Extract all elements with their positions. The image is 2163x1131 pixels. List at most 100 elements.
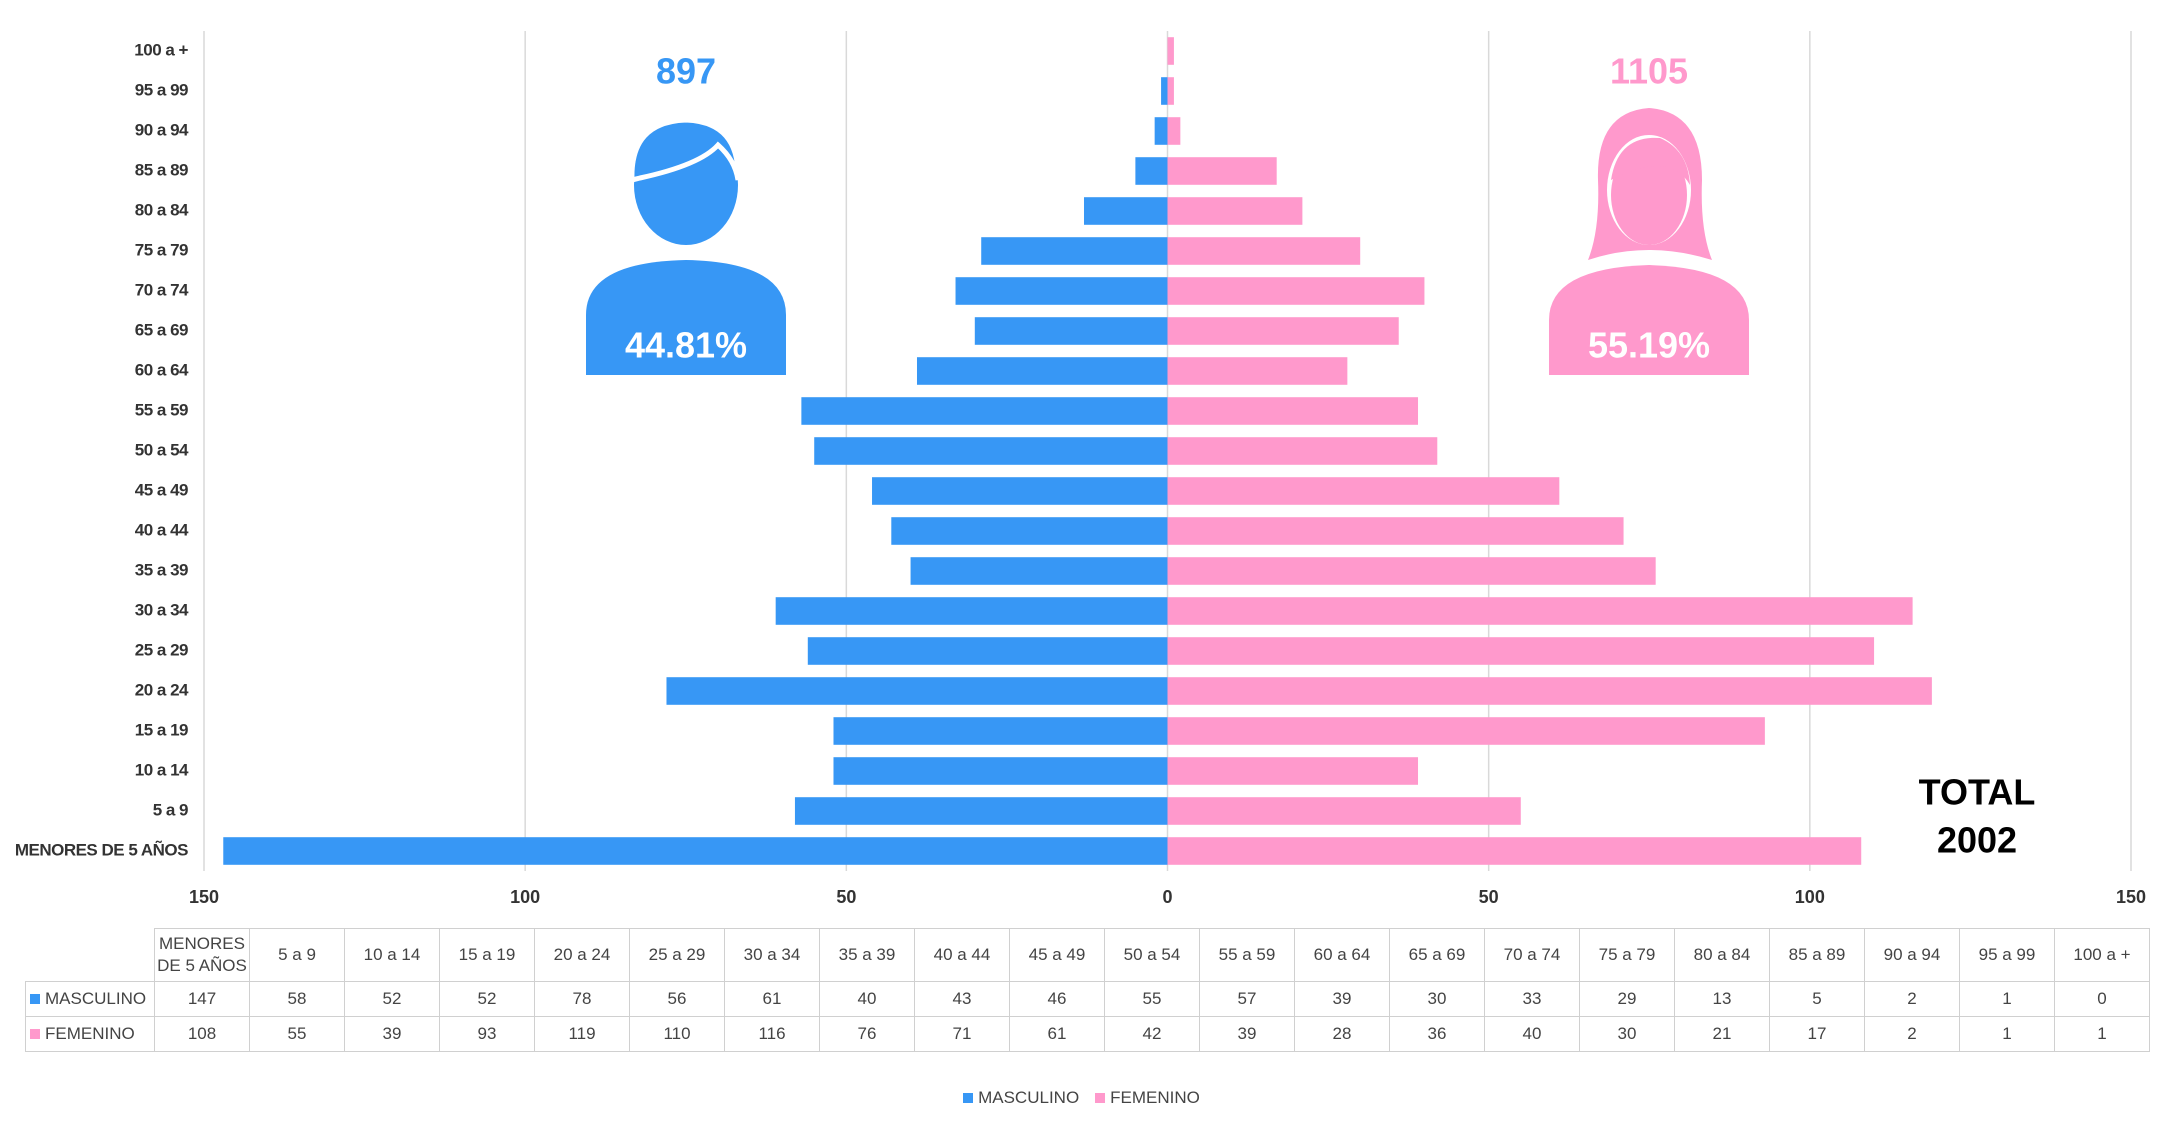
table-cell: 1 <box>1959 981 2055 1017</box>
table-header-cell: 55 a 59 <box>1199 928 1295 982</box>
table-cell: 52 <box>344 981 440 1017</box>
bar <box>1167 37 1174 65</box>
bar <box>872 477 1168 505</box>
legend-item: FEMENINO <box>1095 1088 1200 1107</box>
table-cell: 13 <box>1674 981 1770 1017</box>
y-tick-label: 75 a 79 <box>135 240 188 259</box>
bar <box>916 357 1168 385</box>
table-cell: 71 <box>914 1016 1010 1052</box>
table-row-label: MASCULINO <box>25 981 155 1017</box>
table-cell: 0 <box>2054 981 2150 1017</box>
legend-label: MASCULINO <box>978 1088 1080 1107</box>
table-header-cell: 60 a 64 <box>1294 928 1390 982</box>
y-tick-label: 15 a 19 <box>135 720 188 739</box>
y-tick-label: 65 a 69 <box>135 320 188 339</box>
x-tick-label: 150 <box>2116 887 2146 907</box>
male-percent: 44.81% <box>625 325 747 366</box>
bar <box>1083 197 1168 225</box>
y-tick-label: 30 a 34 <box>135 600 189 619</box>
bar <box>1167 197 1303 225</box>
table-header-cell: 5 a 9 <box>249 928 345 982</box>
female-percent: 55.19% <box>1588 325 1710 366</box>
y-tick-label: 40 a 44 <box>135 520 189 539</box>
y-tick-label: 100 a + <box>134 40 188 59</box>
bar <box>833 717 1168 745</box>
table-cell: 52 <box>439 981 535 1017</box>
bar <box>833 757 1168 785</box>
bar <box>1167 317 1399 345</box>
table-cell: 93 <box>439 1016 535 1052</box>
bar <box>1167 597 1913 625</box>
y-tick-label: 50 a 54 <box>135 440 189 459</box>
table-header-cell: 80 a 84 <box>1674 928 1770 982</box>
bar <box>910 557 1168 585</box>
male-total: 897 <box>656 51 716 92</box>
table-header-cell: 35 a 39 <box>819 928 915 982</box>
bar <box>1167 637 1875 665</box>
bar <box>1154 117 1168 145</box>
table-cell: 2 <box>1864 1016 1960 1052</box>
x-tick-label: 50 <box>836 887 856 907</box>
table-header-cell: 50 a 54 <box>1104 928 1200 982</box>
table-cell: 42 <box>1104 1016 1200 1052</box>
bar <box>775 597 1168 625</box>
bar <box>1167 437 1438 465</box>
y-tick-label: 45 a 49 <box>135 480 188 499</box>
table-cell: 56 <box>629 981 725 1017</box>
table-cell: 5 <box>1769 981 1865 1017</box>
table-header-cell: 15 a 19 <box>439 928 535 982</box>
bar <box>1167 757 1419 785</box>
female-icon <box>1549 108 1749 375</box>
table-header-cell: 45 a 49 <box>1009 928 1105 982</box>
bar <box>1167 237 1361 265</box>
x-tick-label: 0 <box>1162 887 1172 907</box>
legend: MASCULINO FEMENINO <box>0 1088 2163 1108</box>
female-total: 1105 <box>1610 51 1688 92</box>
chart: 897 44.81% 1105 55.19% TOTAL 2002 150 100… <box>15 31 2146 907</box>
table-cell: 147 <box>154 981 250 1017</box>
male-icon <box>586 117 786 375</box>
legend-swatch <box>1095 1093 1106 1103</box>
table-cell: 61 <box>1009 1016 1105 1052</box>
bar <box>1167 717 1765 745</box>
y-tick-label: 5 a 9 <box>153 800 188 819</box>
table-row-label: FEMENINO <box>25 1016 155 1052</box>
table-cell: 39 <box>1294 981 1390 1017</box>
y-tick-label: 70 a 74 <box>135 280 189 299</box>
bar <box>1161 77 1168 105</box>
table-cell: 108 <box>154 1016 250 1052</box>
legend-label: FEMENINO <box>1110 1088 1200 1107</box>
table-row: MASCULINO 147 58 52 52 78 56 61 40 43 46 55 57 39 30 33… <box>25 981 2150 1017</box>
bar <box>1167 797 1521 825</box>
table-cell: 39 <box>1199 1016 1295 1052</box>
bar <box>807 637 1168 665</box>
table-header-cell: 65 a 69 <box>1389 928 1485 982</box>
bar <box>974 317 1168 345</box>
x-tick-label: 150 <box>189 887 219 907</box>
bar <box>794 797 1168 825</box>
bar <box>1167 517 1624 545</box>
legend-swatch <box>30 1029 40 1039</box>
y-tick-label: 35 a 39 <box>135 560 188 579</box>
bar <box>1167 557 1656 585</box>
series-name: MASCULINO <box>45 989 147 1008</box>
bar <box>1167 397 1419 425</box>
bar <box>1135 157 1168 185</box>
y-tick-label: 20 a 24 <box>135 680 189 699</box>
bar <box>1167 837 1862 865</box>
table-cell: 46 <box>1009 981 1105 1017</box>
x-tick-label: 100 <box>510 887 540 907</box>
y-tick-label: 95 a 99 <box>135 80 188 99</box>
bar <box>1167 477 1560 505</box>
table-cell: 40 <box>1484 1016 1580 1052</box>
table-cell: 30 <box>1579 1016 1675 1052</box>
table-cell: 57 <box>1199 981 1295 1017</box>
bar <box>955 277 1168 305</box>
table-header-cell: MENORES DE 5 AÑOS <box>154 928 250 982</box>
table-cell: 55 <box>1104 981 1200 1017</box>
legend-item: MASCULINO <box>963 1088 1079 1107</box>
table-cell: 119 <box>534 1016 630 1052</box>
bar <box>666 677 1168 705</box>
bar <box>814 437 1168 465</box>
table-cell: 36 <box>1389 1016 1485 1052</box>
